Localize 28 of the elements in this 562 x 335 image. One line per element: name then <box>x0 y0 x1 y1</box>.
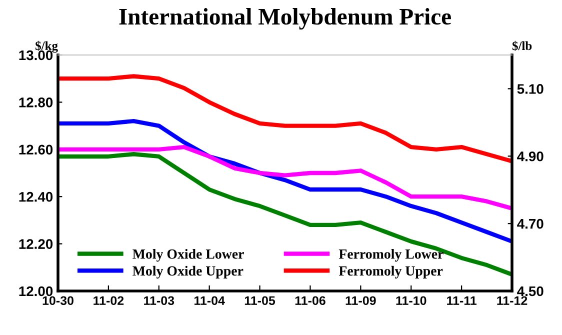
y-tick-label: 12.20 <box>19 239 53 249</box>
line-series <box>58 152 512 277</box>
y2-tick-label: 4.70 <box>517 218 544 229</box>
y2-tick-label: 4.90 <box>517 151 544 162</box>
x-tick-label: 11-06 <box>295 296 326 306</box>
x-tick-label: 10-30 <box>42 296 74 306</box>
x-tick-label: 11-02 <box>94 296 124 306</box>
y2-tick-label: 4.50 <box>517 286 544 296</box>
chart-title: International Molybdenum Price <box>119 8 451 30</box>
x-tick-label: 11-03 <box>144 296 174 306</box>
line-series <box>58 74 512 164</box>
line-series <box>58 144 512 210</box>
y2-tick-label: 5.10 <box>517 84 544 94</box>
legend-label: Ferromoly Upper <box>338 266 443 278</box>
y-tick-label: 12.00 <box>19 286 53 296</box>
x-tick-label: 11-04 <box>194 296 225 306</box>
y-tick-label: 12.60 <box>19 144 53 155</box>
x-tick-label: 11-10 <box>396 296 426 306</box>
x-tick-label: 11-11 <box>447 296 477 305</box>
y2-axis-title: $/lb <box>512 40 532 51</box>
legend-label: Moly Oxide Lower <box>132 248 244 262</box>
x-tick-label: 11-05 <box>244 296 276 306</box>
x-tick-label: 11-09 <box>346 296 376 306</box>
x-tick-label: 11-12 <box>497 296 528 305</box>
legend-label: Moly Oxide Upper <box>132 266 244 278</box>
y-tick-label: 12.40 <box>19 192 53 202</box>
y-tick-label: 12.80 <box>19 98 53 108</box>
legend-label: Ferromoly Lower <box>338 248 444 262</box>
